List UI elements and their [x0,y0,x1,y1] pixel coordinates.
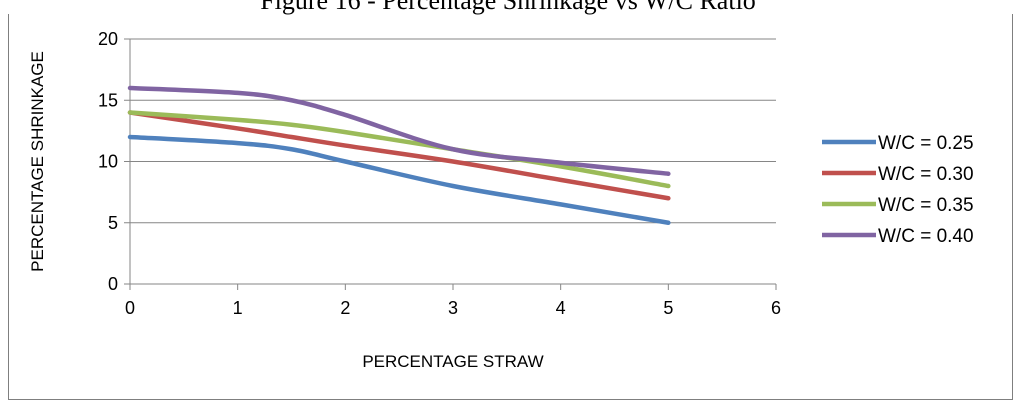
legend-label-1: W/C = 0.25 [878,133,974,154]
tick-labels: 0 5 10 15 20 0 1 2 3 4 5 6 [98,29,781,318]
y-tick-label-15: 15 [98,90,118,110]
y-tick-label-10: 10 [98,152,118,172]
axes [124,38,777,290]
series-line-3 [127,110,671,189]
x-tick-label-1: 1 [233,298,243,318]
x-tick-label-6: 6 [771,298,781,318]
x-tick-label-4: 4 [556,298,566,318]
x-tick-label-5: 5 [663,298,673,318]
series-line-4 [127,85,671,176]
x-tick-label-2: 2 [340,298,350,318]
series-line-1 [127,134,671,225]
legend-label-3: W/C = 0.35 [878,195,974,216]
x-tick-label-3: 3 [448,298,458,318]
y-axis-title: PERCENTAGE SHRINKAGE [28,51,47,272]
y-tick-label-20: 20 [98,29,118,49]
page-title: Figure 16 - Percentage Shrinkage vs W/C … [260,0,756,15]
legend-label-4: W/C = 0.40 [878,226,974,247]
series-line-2 [127,110,671,201]
x-axis-title: PERCENTAGE STRAW [362,352,543,371]
y-tick-label-0: 0 [108,274,118,294]
chart-frame [8,14,1013,400]
legend: W/C = 0.25 W/C = 0.30 W/C = 0.35 W/C = 0.40 [822,133,974,247]
legend-label-2: W/C = 0.30 [878,164,974,185]
series-lines [127,85,671,225]
gridlines [130,38,776,224]
y-tick-label-5: 5 [108,213,118,233]
x-tick-label-0: 0 [125,298,135,318]
